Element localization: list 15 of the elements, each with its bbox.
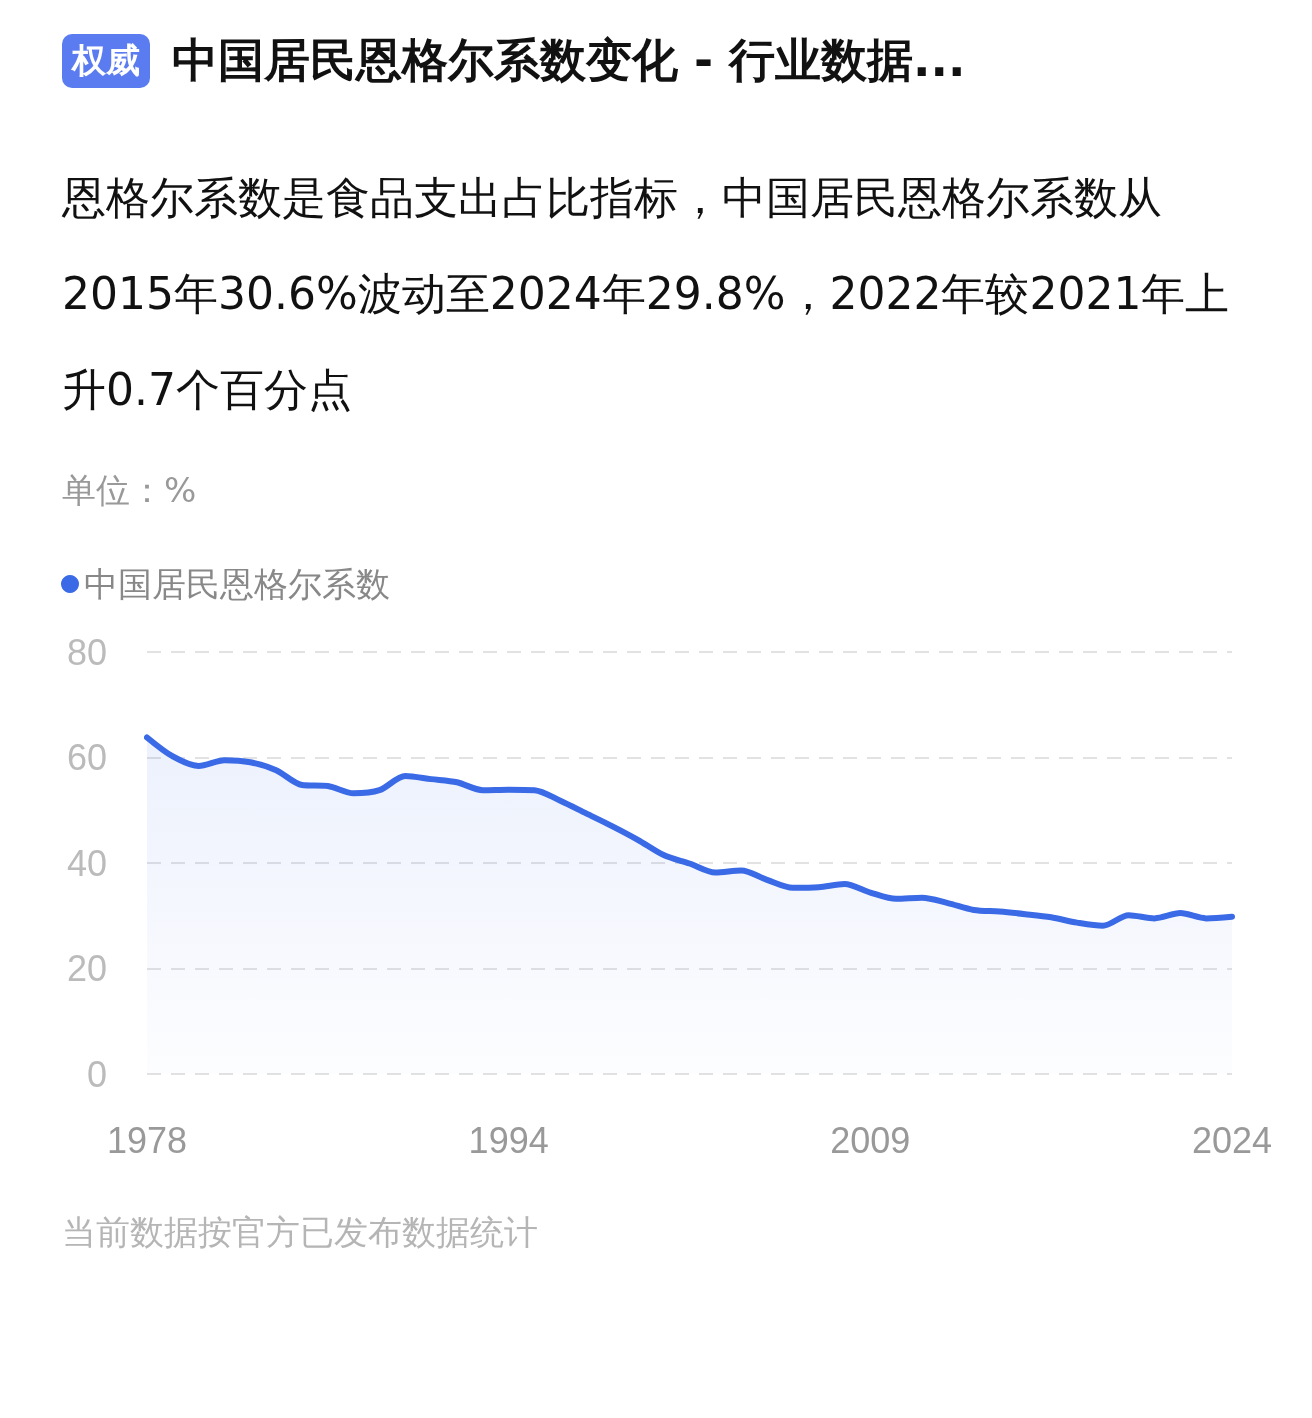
y-tick-label: 20 [66,948,107,989]
legend-label: 中国居民恩格尔系数 [84,565,390,603]
y-tick-label: 80 [66,631,107,673]
chart-title: 中国居民恩格尔系数变化 - 行业数据... [172,32,966,89]
y-tick-label: 40 [66,842,107,884]
y-axis-title: 单位：% [62,469,197,512]
x-tick-label: 1978 [106,1119,188,1161]
x-tick-label: 1994 [468,1119,549,1161]
x-tick-label: 2024 [1191,1119,1273,1161]
text: 权威 [62,34,150,88]
y-tick-label: 0 [86,1053,107,1095]
chart-subtitle: 恩格尔系数是食品支出占比指标，中国居民恩格尔系数从2015年30.6%波动至2024年29.8%，2022年较2021年上升0.7个百分点 [62,171,1231,417]
x-tick-label: 2009 [830,1119,911,1161]
text: 当前数据按官方已发布数据统计 [62,1211,538,1254]
y-tick-label: 60 [66,737,107,778]
